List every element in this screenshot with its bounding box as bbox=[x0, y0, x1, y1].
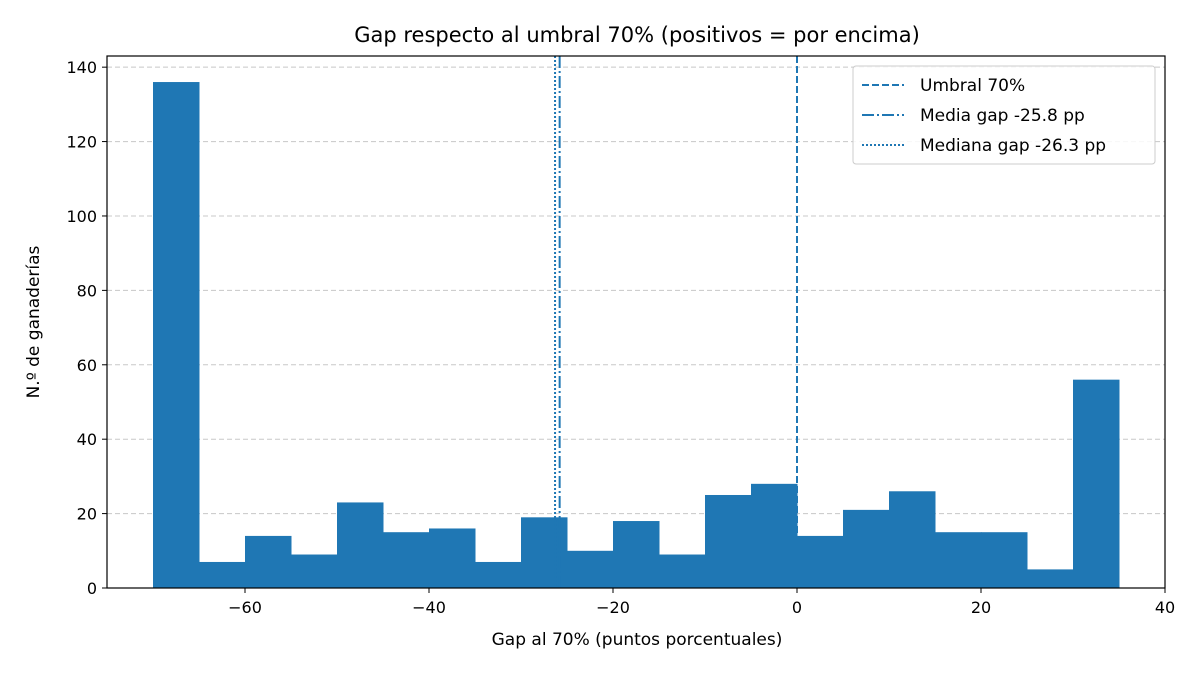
y-axis-ticks: 0 20 40 60 80 100 120 140 bbox=[66, 58, 107, 598]
y-axis-label: N.º de ganaderías bbox=[24, 245, 44, 398]
histogram-bar bbox=[659, 554, 706, 588]
legend-umbral-label: Umbral 70% bbox=[920, 76, 1025, 96]
legend-mediana-label: Mediana gap -26.3 pp bbox=[920, 136, 1106, 156]
y-tick-label: 100 bbox=[66, 207, 97, 226]
plot-frame bbox=[106, 55, 1166, 589]
x-tick-label: −60 bbox=[228, 598, 262, 617]
chart-title: Gap respecto al umbral 70% (positivos = … bbox=[354, 23, 920, 47]
y-tick-label: 140 bbox=[66, 58, 97, 77]
histogram-bars bbox=[153, 82, 1120, 588]
histogram-bar bbox=[981, 532, 1028, 588]
histogram-bar bbox=[935, 532, 982, 588]
y-tick-label: 60 bbox=[77, 356, 97, 375]
y-tick-label: 80 bbox=[77, 281, 97, 300]
histogram-bar bbox=[245, 535, 292, 588]
histogram-bar bbox=[567, 550, 614, 588]
x-tick-label: −40 bbox=[412, 598, 446, 617]
histogram-bar bbox=[613, 521, 660, 588]
legend-media-label: Media gap -25.8 pp bbox=[920, 106, 1085, 126]
histogram-bar bbox=[843, 509, 890, 588]
histogram-bar bbox=[383, 532, 430, 588]
x-tick-label: −20 bbox=[596, 598, 630, 617]
histogram-bar bbox=[337, 502, 384, 588]
histogram-bar bbox=[1027, 569, 1074, 588]
histogram-bar bbox=[291, 554, 338, 588]
x-tick-label: 20 bbox=[971, 598, 991, 617]
x-axis-ticks: −60 −40 −20 0 20 40 bbox=[228, 588, 1175, 617]
y-tick-label: 20 bbox=[77, 505, 97, 524]
histogram-bar bbox=[1073, 379, 1120, 588]
histogram-bar bbox=[705, 494, 752, 588]
x-tick-label: 40 bbox=[1155, 598, 1175, 617]
histogram-bar bbox=[153, 82, 200, 588]
x-axis-label: Gap al 70% (puntos porcentuales) bbox=[492, 630, 783, 650]
legend: Umbral 70% Media gap -25.8 pp Mediana ga… bbox=[852, 65, 1156, 165]
y-tick-label: 120 bbox=[66, 133, 97, 152]
grid-lines bbox=[107, 66, 1165, 515]
y-tick-label: 40 bbox=[77, 430, 97, 449]
y-tick-label: 0 bbox=[87, 579, 97, 598]
x-tick-label: 0 bbox=[792, 598, 802, 617]
histogram-bar bbox=[797, 535, 844, 588]
histogram-bar bbox=[751, 483, 798, 588]
histogram-bar bbox=[475, 561, 522, 588]
legend-box bbox=[852, 65, 1156, 165]
histogram-bar bbox=[199, 561, 246, 588]
reference-lines bbox=[554, 56, 798, 588]
histogram-bar bbox=[889, 491, 936, 588]
histogram-bar bbox=[429, 528, 476, 588]
